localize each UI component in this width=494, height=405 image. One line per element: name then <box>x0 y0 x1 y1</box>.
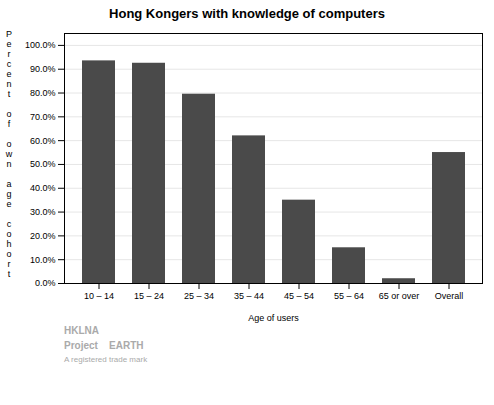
html-text:A registered trade mark: A registered trade mark <box>64 355 148 364</box>
svg-text:90.0%: 90.0% <box>30 64 56 74</box>
svg-text:10 – 14: 10 – 14 <box>84 291 114 301</box>
html-text:Project EARTH: Project EARTH <box>64 340 144 351</box>
html-text:P e r c e n t o f o w n a g e: P e r c e n t o f o w n a g e c o h o r … <box>5 29 13 279</box>
html-text:HKLNA: HKLNA <box>64 325 99 336</box>
svg-text:60.0%: 60.0% <box>30 136 56 146</box>
svg-text:20.0%: 20.0% <box>30 231 56 241</box>
svg-text:0.0%: 0.0% <box>35 278 56 288</box>
svg-text:100.0%: 100.0% <box>25 40 56 50</box>
svg-text:10.0%: 10.0% <box>30 255 56 265</box>
html-text:Hong Kongers with knowledge of: Hong Kongers with knowledge of computers <box>109 6 385 21</box>
svg-text:40.0%: 40.0% <box>30 183 56 193</box>
svg-text:15 – 24: 15 – 24 <box>134 291 164 301</box>
svg-text:45 – 54: 45 – 54 <box>284 291 314 301</box>
svg-text:30.0%: 30.0% <box>30 207 56 217</box>
svg-text:25 – 34: 25 – 34 <box>184 291 214 301</box>
svg-text:80.0%: 80.0% <box>30 88 56 98</box>
svg-text:50.0%: 50.0% <box>30 159 56 169</box>
svg-text:55 – 64: 55 – 64 <box>334 291 364 301</box>
svg-text:35 – 44: 35 – 44 <box>234 291 264 301</box>
svg-text:Age of users: Age of users <box>248 313 299 323</box>
svg-text:Overall: Overall <box>435 291 464 301</box>
svg-text:65 or over: 65 or over <box>379 291 420 301</box>
svg-text:70.0%: 70.0% <box>30 112 56 122</box>
